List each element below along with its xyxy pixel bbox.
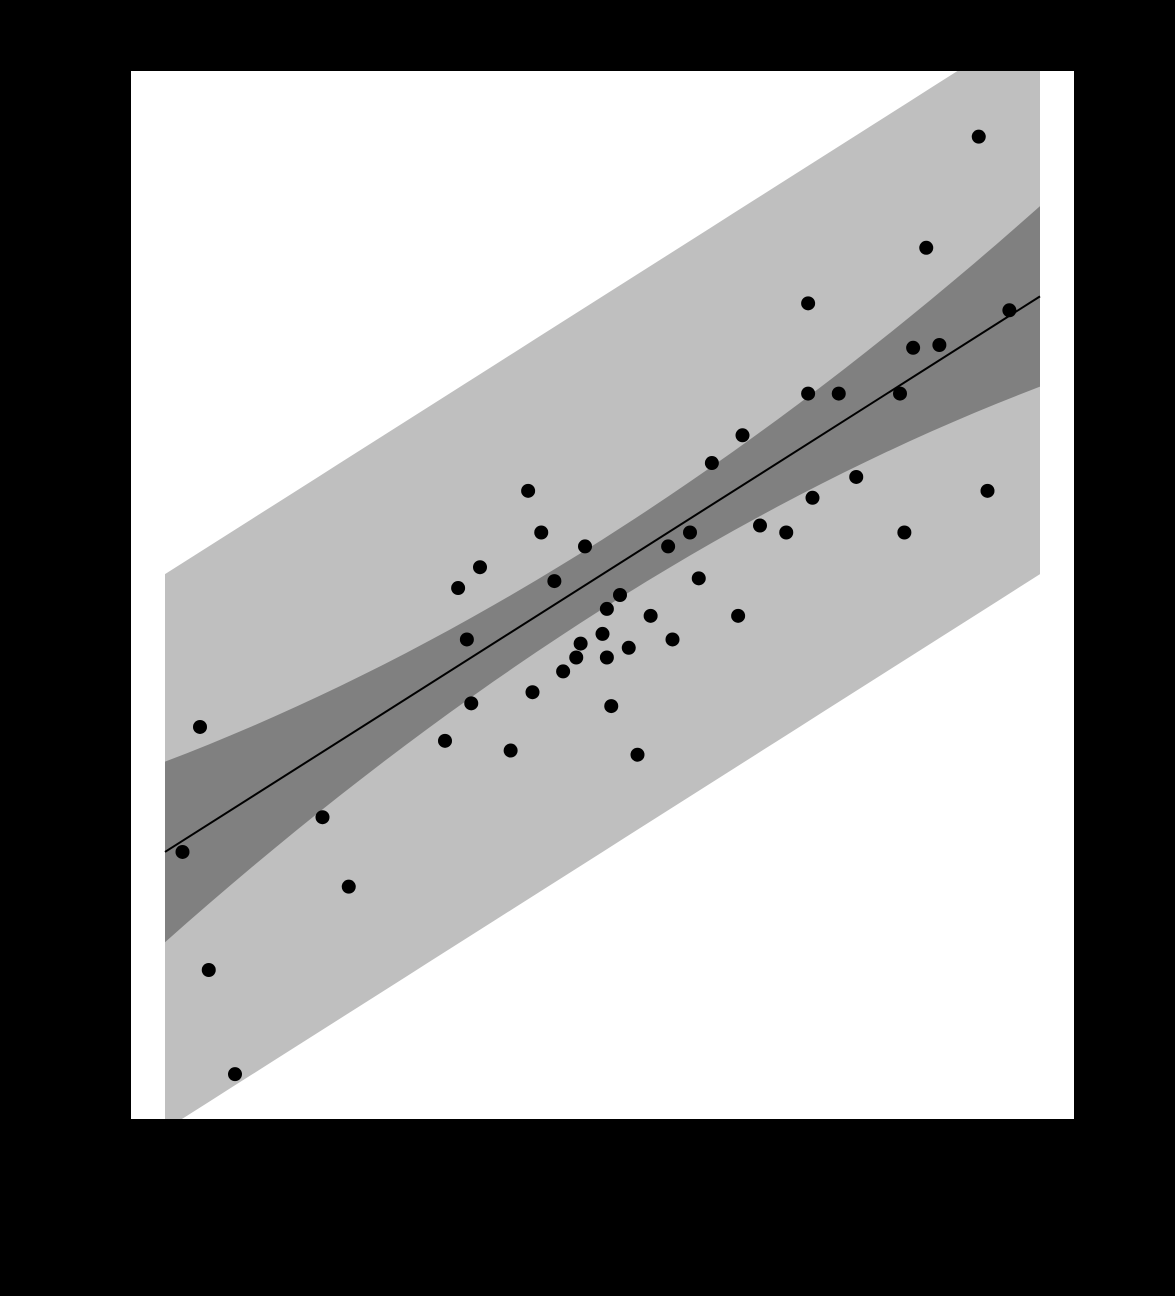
data-point xyxy=(1002,303,1016,317)
y-axis-label: y xyxy=(24,588,57,603)
data-point xyxy=(919,241,933,255)
x-tick-label: 0.0 xyxy=(148,1139,181,1166)
data-point xyxy=(644,609,658,623)
data-point xyxy=(504,744,518,758)
data-point xyxy=(574,637,588,651)
y-tick-label: 1 xyxy=(85,519,112,532)
data-point xyxy=(897,526,911,540)
data-point xyxy=(556,664,570,678)
y-tick-label: -1 xyxy=(85,793,112,814)
data-point xyxy=(578,539,592,553)
data-point xyxy=(342,880,356,894)
data-point xyxy=(753,519,767,533)
data-point xyxy=(193,720,207,734)
data-point xyxy=(534,526,548,540)
y-tick-label: -2 xyxy=(85,932,112,953)
x-axis-label: x xyxy=(595,1174,610,1207)
data-point xyxy=(622,641,636,655)
data-point xyxy=(893,387,907,401)
data-point xyxy=(202,963,216,977)
data-point xyxy=(932,338,946,352)
data-point xyxy=(451,581,465,595)
data-point xyxy=(981,484,995,498)
data-point xyxy=(473,560,487,574)
data-point xyxy=(731,609,745,623)
data-point xyxy=(613,588,627,602)
data-point xyxy=(661,539,675,553)
data-point xyxy=(683,526,697,540)
y-tick-label: 2 xyxy=(85,380,112,393)
y-tick-label: 3 xyxy=(85,241,112,254)
x-tick-label: 1.0 xyxy=(1023,1139,1056,1166)
data-point xyxy=(806,491,820,505)
data-point xyxy=(438,734,452,748)
y-tick-label: 4 xyxy=(85,102,112,115)
data-point xyxy=(526,685,540,699)
x-tick-label: 0.4 xyxy=(498,1139,531,1166)
data-point xyxy=(569,651,583,665)
data-point xyxy=(779,526,793,540)
y-tick-label: 0 xyxy=(85,658,112,671)
x-tick-label: 0.2 xyxy=(323,1139,356,1166)
data-point xyxy=(801,387,815,401)
x-tick-label: 0.6 xyxy=(673,1139,706,1166)
data-point xyxy=(705,456,719,470)
data-point xyxy=(631,748,645,762)
data-point xyxy=(228,1067,242,1081)
data-point xyxy=(906,341,920,355)
data-point xyxy=(521,484,535,498)
data-point xyxy=(604,699,618,713)
data-point xyxy=(832,387,846,401)
data-point xyxy=(666,632,680,646)
data-point xyxy=(692,571,706,585)
data-point xyxy=(596,627,610,641)
data-point xyxy=(547,574,561,588)
data-point xyxy=(736,428,750,442)
data-point xyxy=(849,470,863,484)
x-tick-label: 0.8 xyxy=(848,1139,881,1166)
data-point xyxy=(801,296,815,310)
data-point xyxy=(460,632,474,646)
data-point xyxy=(316,810,330,824)
data-point xyxy=(176,845,190,859)
data-point xyxy=(972,130,986,144)
data-point xyxy=(600,602,614,616)
regression-chart: 0.0 0.2 0.4 0.6 0.8 1.0 x -3 -2 -1 0 1 2 3 4 y xyxy=(0,0,1175,1296)
data-point xyxy=(464,696,478,710)
y-tick-label: -3 xyxy=(85,1070,112,1091)
data-point xyxy=(600,651,614,665)
